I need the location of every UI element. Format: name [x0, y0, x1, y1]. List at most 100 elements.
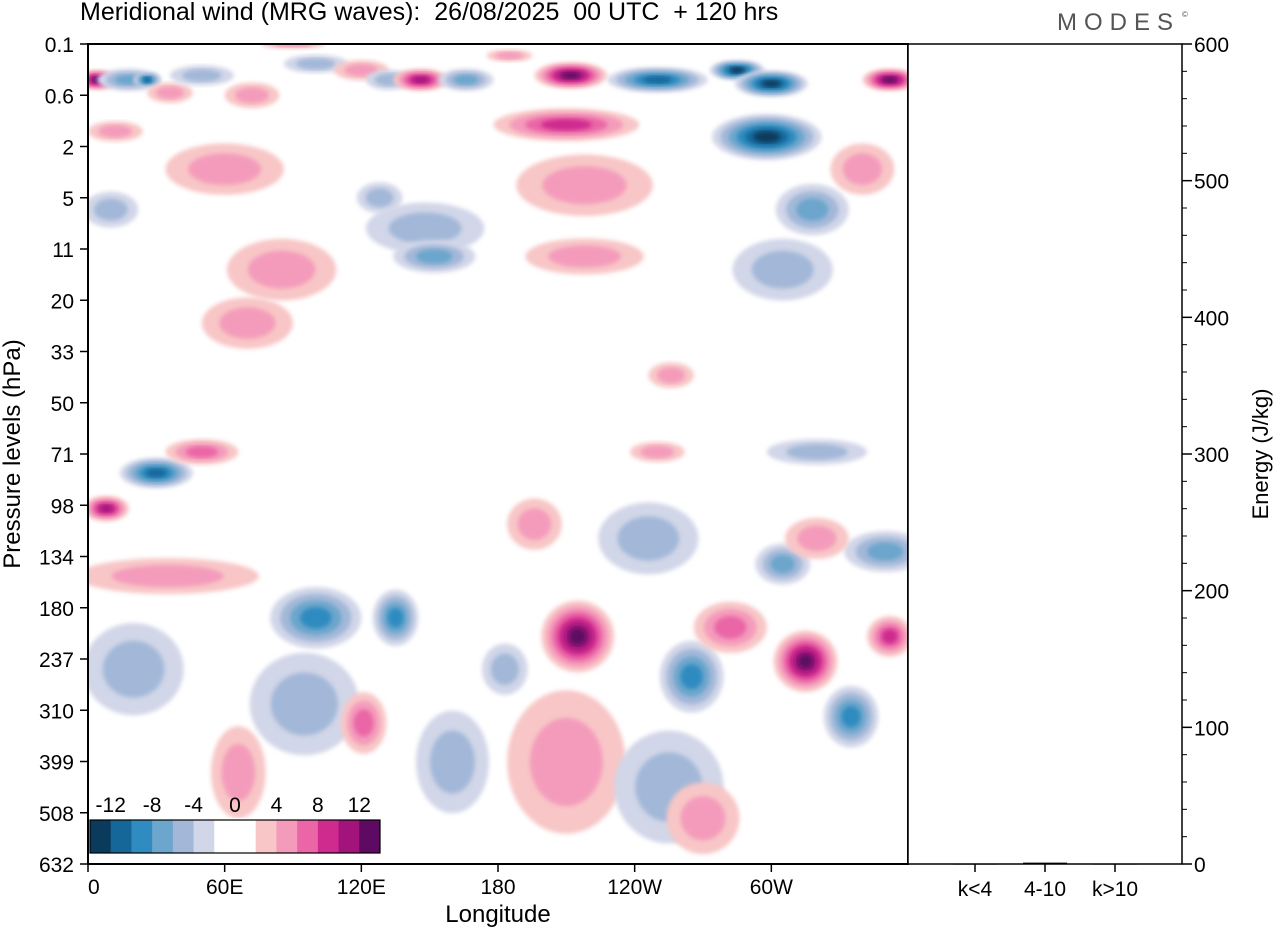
colorbar-swatch [172, 820, 195, 853]
positive-anomaly [393, 68, 448, 92]
contour-band [93, 198, 128, 221]
positive-anomaly [630, 441, 685, 463]
y-tick-label: 399 [39, 752, 74, 775]
energy-category-label: k>10 [1092, 878, 1138, 901]
y-tick-label: 0.6 [45, 85, 74, 108]
positive-anomaly [867, 615, 908, 657]
x-tick-label: 120W [607, 876, 662, 899]
energy-panel [907, 43, 1183, 865]
positive-anomaly [830, 143, 895, 195]
contour-band [388, 212, 462, 245]
contour-band [617, 516, 680, 561]
contour-band [182, 69, 222, 82]
contour-band [365, 188, 394, 208]
positive-anomaly [88, 495, 129, 522]
energy-tick-label: 400 [1194, 307, 1229, 330]
positive-anomaly [201, 297, 293, 349]
energy-tick-label: 0 [1194, 854, 1206, 877]
y-tick-label: 134 [39, 547, 74, 570]
energy-tick-label: 300 [1194, 444, 1229, 467]
negative-anomaly [283, 54, 348, 74]
y-tick-label: 33 [51, 342, 74, 365]
negative-anomaly [598, 502, 699, 575]
negative-anomaly [119, 457, 193, 489]
negative-anomaly [844, 531, 908, 573]
positive-anomaly [211, 726, 266, 819]
contour-band [867, 542, 904, 561]
negative-anomaly [88, 191, 139, 228]
contour-band [883, 76, 897, 83]
negative-anomaly [88, 623, 184, 716]
copyright-mark: © [1182, 10, 1188, 19]
y-tick-label: 50 [51, 393, 74, 416]
positive-anomaly [773, 630, 838, 693]
negative-anomaly [775, 183, 849, 236]
contour-band [753, 131, 781, 143]
energy-axis-label: Energy (J/kg) [1248, 389, 1273, 520]
colorbar-label: 8 [312, 794, 324, 817]
y-tick-label: 20 [51, 290, 74, 313]
positive-anomaly [165, 439, 239, 465]
contour-band [412, 76, 429, 84]
contour-band [430, 730, 475, 794]
negative-anomaly [249, 652, 360, 756]
contour-band [881, 629, 898, 644]
contour-band [155, 86, 185, 100]
contour-band [235, 87, 269, 104]
contour-band [299, 607, 332, 629]
energy-categories: k<4 4-10 k>10 [958, 864, 1138, 901]
contour-band [640, 445, 675, 459]
negative-anomaly [356, 182, 403, 214]
contour-band [562, 72, 580, 79]
positive-anomaly [486, 49, 533, 62]
y-tick-label: 11 [52, 239, 74, 262]
colorbar-swatch [193, 820, 215, 853]
energy-tick-label: 200 [1194, 581, 1229, 604]
colorbar-swatch [110, 820, 132, 853]
contour-band [797, 525, 837, 552]
longitude-axis: 0 60E 120E 180 120W 60W [87, 864, 793, 899]
contour-band [517, 508, 552, 540]
energy-tick-label: 500 [1194, 171, 1229, 194]
y-tick-label: 71 [51, 444, 74, 467]
y-tick-label: 310 [39, 700, 74, 723]
x-tick-label: 60E [206, 876, 243, 899]
positive-anomaly [88, 121, 143, 142]
pressure-axis: 0.1 0.6 2 5 11 20 33 50 71 98 134 180 237 310 399 508 63… [39, 34, 88, 877]
colorbar-label: 0 [229, 794, 241, 817]
contour-band [751, 250, 814, 289]
colorbar: -12 -8 -4 0 4 8 12 [89, 794, 381, 854]
contour-band [770, 554, 795, 574]
colorbar-swatch [90, 820, 112, 853]
positive-anomaly [534, 62, 608, 89]
y-tick-label: 180 [39, 598, 74, 621]
contour-band [657, 367, 686, 384]
positive-anomaly [785, 517, 849, 559]
positive-anomaly [693, 601, 767, 654]
contour-band [102, 640, 165, 698]
negative-anomaly [734, 70, 808, 97]
contour-band [762, 80, 781, 87]
contour-band [416, 249, 453, 264]
negative-anomaly [766, 439, 868, 465]
y-tick-label: 98 [51, 495, 74, 518]
contour-band [247, 250, 316, 289]
colorbar-swatch [131, 820, 153, 853]
positive-anomaly [648, 362, 694, 389]
negative-anomaly [372, 589, 419, 647]
contour-band [495, 51, 524, 60]
positive-anomaly [340, 692, 387, 754]
contour-band [188, 153, 262, 185]
colorbar-label: 4 [271, 794, 283, 817]
contour-band [529, 717, 603, 807]
negative-anomaly [732, 238, 833, 301]
y-tick-label: 632 [39, 854, 74, 877]
colorbar-swatch [359, 820, 381, 853]
contour-band [680, 796, 726, 841]
contour-band [842, 153, 883, 185]
negative-anomaly [170, 65, 234, 86]
contour-band [219, 307, 276, 339]
colorbar-swatch [235, 820, 257, 853]
chart-title: Meridional wind (MRG waves): 26/08/2025 … [80, 0, 779, 26]
positive-anomaly [507, 498, 562, 550]
